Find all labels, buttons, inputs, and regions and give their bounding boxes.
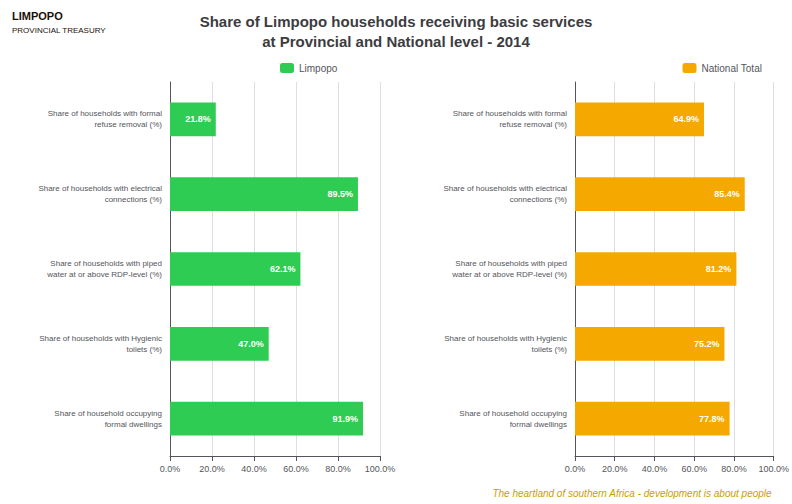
svg-text:20.0%: 20.0% (602, 464, 628, 474)
svg-text:80.0%: 80.0% (721, 464, 747, 474)
svg-text:77.8%: 77.8% (699, 414, 725, 424)
svg-text:LIMPOPO: LIMPOPO (12, 10, 63, 22)
svg-text:formal dwellings: formal dwellings (510, 420, 567, 429)
svg-text:National Total: National Total (702, 63, 762, 74)
svg-text:formal dwellings: formal dwellings (105, 420, 162, 429)
svg-text:62.1%: 62.1% (270, 264, 296, 274)
svg-text:water at or above RDP-level (%: water at or above RDP-level (%) (46, 270, 162, 279)
svg-text:0.0%: 0.0% (160, 464, 181, 474)
svg-text:100.0%: 100.0% (758, 464, 789, 474)
svg-text:Share of households with forma: Share of households with formal (453, 109, 568, 118)
svg-text:Share of households with elect: Share of households with electrical (443, 184, 567, 193)
svg-text:64.9%: 64.9% (673, 114, 699, 124)
svg-text:Share of household occupying: Share of household occupying (54, 409, 162, 418)
svg-text:85.4%: 85.4% (714, 189, 740, 199)
svg-text:91.9%: 91.9% (332, 414, 358, 424)
svg-text:Limpopo: Limpopo (299, 63, 338, 74)
svg-text:Share of household occupying: Share of household occupying (459, 409, 567, 418)
svg-text:89.5%: 89.5% (327, 189, 353, 199)
svg-text:21.8%: 21.8% (185, 114, 211, 124)
svg-text:0.0%: 0.0% (565, 464, 586, 474)
svg-text:toilets (%): toilets (%) (531, 345, 567, 354)
svg-text:toilets (%): toilets (%) (126, 345, 162, 354)
svg-text:The heartland of southern Afri: The heartland of southern Africa - devel… (492, 488, 772, 499)
svg-text:connections (%): connections (%) (510, 195, 568, 204)
svg-text:75.2%: 75.2% (694, 339, 720, 349)
svg-text:Share of households with forma: Share of households with formal (48, 109, 163, 118)
svg-text:20.0%: 20.0% (199, 464, 225, 474)
svg-text:Share of households with piped: Share of households with piped (455, 259, 567, 268)
svg-text:100.0%: 100.0% (365, 464, 396, 474)
svg-text:81.2%: 81.2% (706, 264, 732, 274)
svg-text:PROVINCIAL TREASURY: PROVINCIAL TREASURY (12, 26, 106, 35)
svg-text:refuse removal (%): refuse removal (%) (94, 120, 162, 129)
svg-text:60.0%: 60.0% (681, 464, 707, 474)
svg-text:refuse removal (%): refuse removal (%) (499, 120, 567, 129)
svg-text:connections (%): connections (%) (105, 195, 163, 204)
svg-text:at Provincial and National lev: at Provincial and National level - 2014 (262, 33, 530, 50)
svg-text:60.0%: 60.0% (283, 464, 309, 474)
svg-text:Share of households with piped: Share of households with piped (50, 259, 162, 268)
svg-text:Share of households with elect: Share of households with electrical (38, 184, 162, 193)
svg-text:Share of Limpopo households re: Share of Limpopo households receiving ba… (200, 13, 593, 30)
svg-text:47.0%: 47.0% (238, 339, 264, 349)
svg-text:Share of households with Hygie: Share of households with Hygienic (39, 334, 162, 343)
svg-text:water at or above RDP-level (%: water at or above RDP-level (%) (451, 270, 567, 279)
svg-text:Share of households with Hygie: Share of households with Hygienic (444, 334, 567, 343)
svg-text:80.0%: 80.0% (325, 464, 351, 474)
svg-text:40.0%: 40.0% (642, 464, 668, 474)
svg-text:40.0%: 40.0% (241, 464, 267, 474)
